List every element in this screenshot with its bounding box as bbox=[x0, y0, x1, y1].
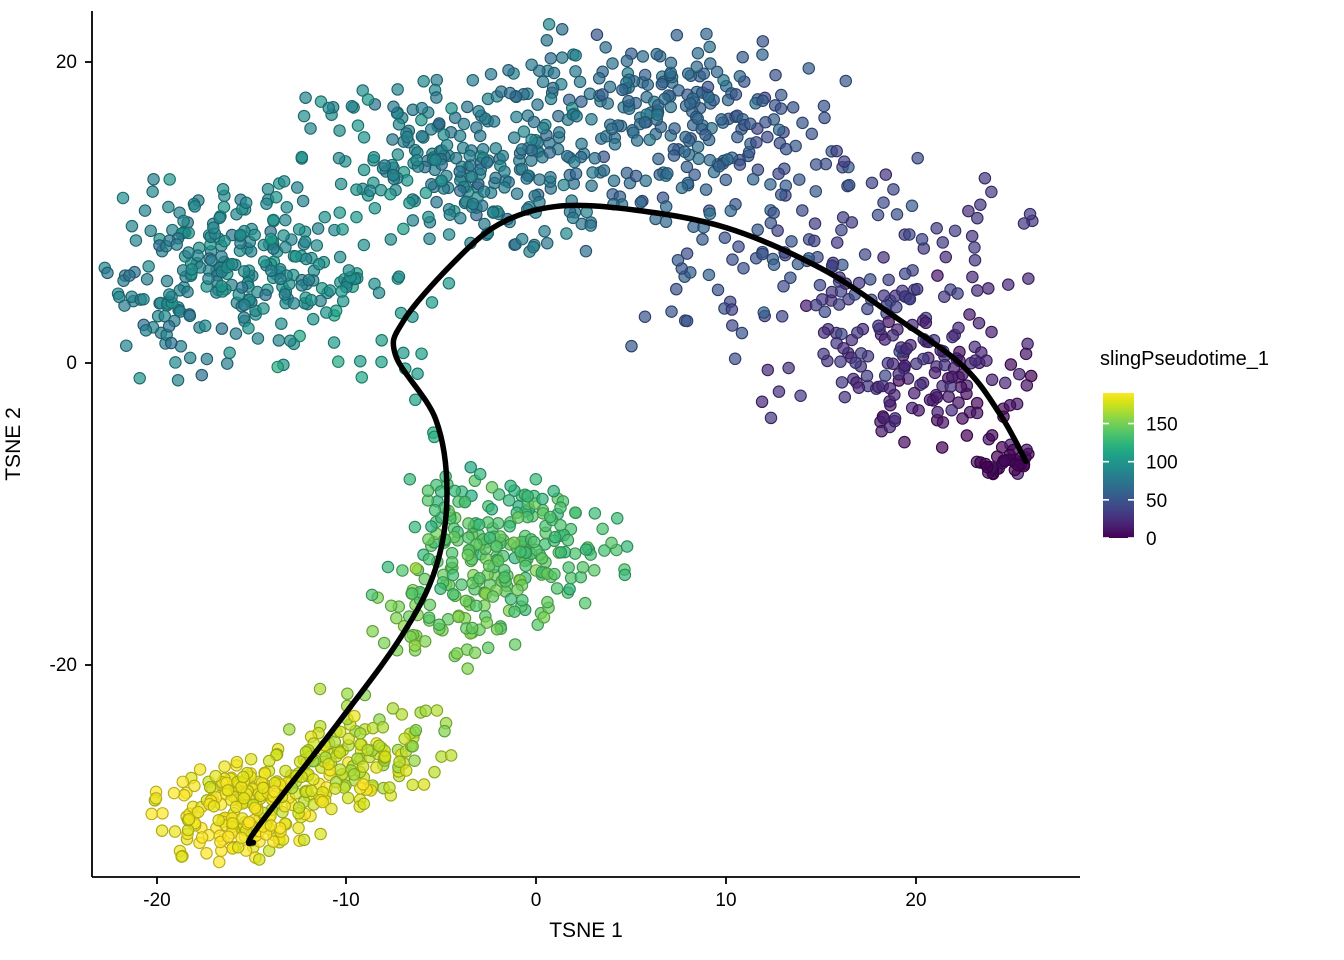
svg-text:slingPseudotime_1: slingPseudotime_1 bbox=[1100, 348, 1269, 370]
svg-text:20: 20 bbox=[905, 890, 926, 911]
svg-text:20: 20 bbox=[56, 52, 77, 73]
svg-text:-10: -10 bbox=[332, 890, 359, 911]
svg-text:TSNE 2: TSNE 2 bbox=[2, 407, 25, 481]
svg-text:-20: -20 bbox=[50, 655, 77, 676]
svg-text:0: 0 bbox=[1146, 529, 1157, 550]
svg-text:100: 100 bbox=[1146, 453, 1178, 474]
svg-text:0: 0 bbox=[66, 353, 77, 374]
svg-text:50: 50 bbox=[1146, 491, 1167, 512]
svg-text:10: 10 bbox=[715, 890, 736, 911]
svg-text:0: 0 bbox=[531, 890, 542, 911]
svg-text:-20: -20 bbox=[143, 890, 170, 911]
svg-text:150: 150 bbox=[1146, 415, 1178, 436]
svg-text:TSNE 1: TSNE 1 bbox=[549, 919, 623, 942]
